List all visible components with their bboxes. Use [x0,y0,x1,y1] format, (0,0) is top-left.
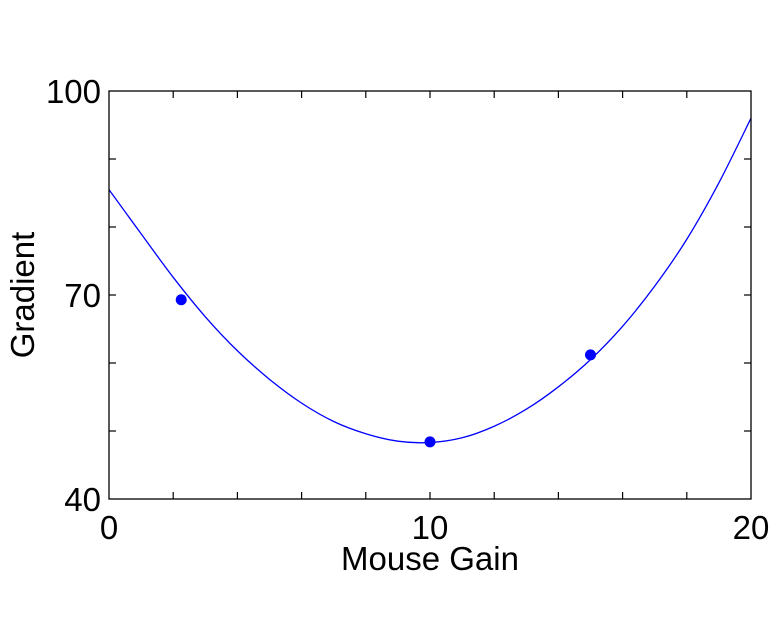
y-axis-label: Gradient [4,232,41,359]
data-point [585,349,596,361]
tick-labels: 0 10 20 40 70 100 [46,73,769,546]
x-axis-label: Mouse Gain [341,540,519,577]
y-tick-label: 40 [64,481,101,518]
y-tick-label: 100 [46,73,101,110]
x-tick-label: 10 [412,509,449,546]
x-tick-label: 20 [733,509,770,546]
y-tick-label: 70 [64,277,101,314]
series-layer [108,117,752,448]
data-point [175,294,187,306]
minor-ticks [109,91,751,499]
plot-frame [108,90,752,500]
x-tick-label: 0 [100,509,118,546]
data-point [424,436,436,448]
